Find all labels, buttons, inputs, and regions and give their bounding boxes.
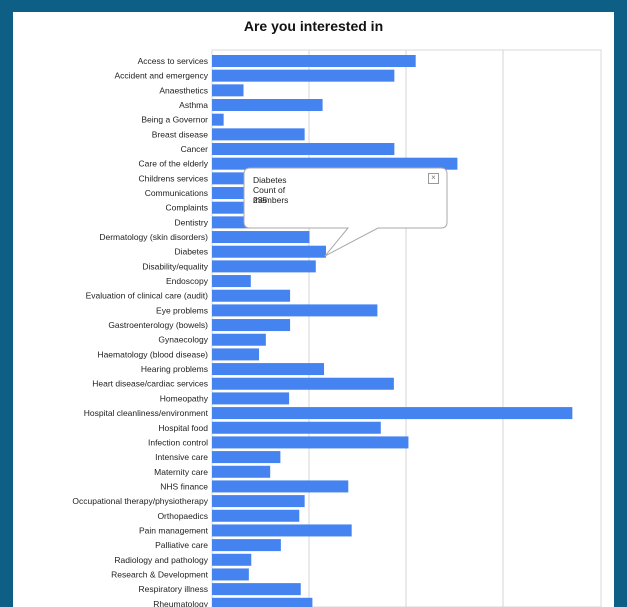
category-label: Hospital food xyxy=(158,423,208,433)
category-label: Infection control xyxy=(148,437,208,447)
chart-title: Are you interested in xyxy=(243,18,384,34)
bar[interactable] xyxy=(212,275,251,288)
category-label: Diabetes xyxy=(174,247,208,257)
bar[interactable] xyxy=(212,524,352,537)
bar[interactable] xyxy=(212,348,260,361)
category-label: Communications xyxy=(145,188,208,198)
bar[interactable] xyxy=(212,465,271,478)
bar[interactable] xyxy=(212,319,291,332)
category-label: Anaesthetics xyxy=(159,85,208,95)
category-label: Orthopaedics xyxy=(157,511,208,521)
category-label: Gastroenterology (bowels) xyxy=(108,320,208,330)
category-label: Cancer xyxy=(181,144,209,154)
category-label: Asthma xyxy=(179,100,208,110)
category-label: Occupational therapy/physiotherapy xyxy=(72,496,208,506)
bar[interactable] xyxy=(212,363,325,376)
bar[interactable] xyxy=(212,55,416,67)
category-label: Respiratory illness xyxy=(139,584,208,594)
close-icon[interactable]: × xyxy=(428,173,439,184)
bar[interactable] xyxy=(212,69,395,82)
category-label: Access to services xyxy=(138,56,208,66)
tooltip-value: 235 xyxy=(253,195,268,205)
tooltip-bubble xyxy=(243,167,448,257)
bar[interactable] xyxy=(212,568,249,581)
bar[interactable] xyxy=(212,495,305,508)
category-label: Endoscopy xyxy=(166,276,209,286)
bar[interactable] xyxy=(212,421,381,434)
category-label: Complaints xyxy=(165,203,208,213)
bar[interactable] xyxy=(212,260,316,273)
bar[interactable] xyxy=(212,99,323,112)
bar[interactable] xyxy=(212,231,310,244)
category-label: Rheumatology xyxy=(153,599,209,607)
bar[interactable] xyxy=(212,113,224,126)
category-label: Hospital cleanliness/environment xyxy=(84,408,209,418)
category-label: NHS finance xyxy=(160,481,208,491)
tooltip-series-label: Count of members xyxy=(253,185,289,205)
category-label: Dermatology (skin disorders) xyxy=(99,232,208,242)
bar[interactable] xyxy=(212,333,266,346)
bar[interactable] xyxy=(212,304,378,317)
bar[interactable] xyxy=(212,539,281,552)
bar[interactable] xyxy=(212,245,326,258)
category-label: Care of the elderly xyxy=(139,159,209,169)
category-label: Eye problems xyxy=(156,305,208,315)
bar[interactable] xyxy=(212,583,301,596)
category-label: Heart disease/cardiac services xyxy=(92,379,208,389)
bar[interactable] xyxy=(212,84,244,97)
bar[interactable] xyxy=(212,128,305,141)
chart-frame: Are you interested in Access to services… xyxy=(13,12,614,607)
bar[interactable] xyxy=(212,509,300,522)
bar[interactable] xyxy=(212,451,281,464)
tooltip-category: Diabetes xyxy=(253,175,287,185)
category-label: Hearing problems xyxy=(141,364,208,374)
category-label: Intensive care xyxy=(155,452,208,462)
bar[interactable] xyxy=(212,407,573,420)
category-label: Pain management xyxy=(139,525,209,535)
bar[interactable] xyxy=(212,480,349,493)
bar[interactable] xyxy=(212,289,291,302)
category-label: Disability/equality xyxy=(142,261,208,271)
category-label: Research & Development xyxy=(111,569,208,579)
category-label: Being a Governor xyxy=(141,115,208,125)
bar[interactable] xyxy=(212,377,394,390)
category-label: Homeopathy xyxy=(160,393,209,403)
category-label: Haematology (blood disease) xyxy=(97,349,208,359)
bar[interactable] xyxy=(212,553,252,566)
category-label: Dentistry xyxy=(174,217,208,227)
bar[interactable] xyxy=(212,392,290,405)
category-label: Radiology and pathology xyxy=(114,555,208,565)
category-label: Palliative care xyxy=(155,540,208,550)
bar[interactable] xyxy=(212,436,409,449)
bar[interactable] xyxy=(212,597,313,607)
category-label: Accident and emergency xyxy=(114,71,208,81)
category-label: Childrens services xyxy=(139,173,208,183)
category-label: Evaluation of clinical care (audit) xyxy=(86,291,209,301)
category-label: Breast disease xyxy=(152,129,208,139)
category-label: Maternity care xyxy=(154,467,208,477)
bar[interactable] xyxy=(212,157,458,170)
bar[interactable] xyxy=(212,143,395,156)
category-label: Gynaecology xyxy=(158,335,208,345)
